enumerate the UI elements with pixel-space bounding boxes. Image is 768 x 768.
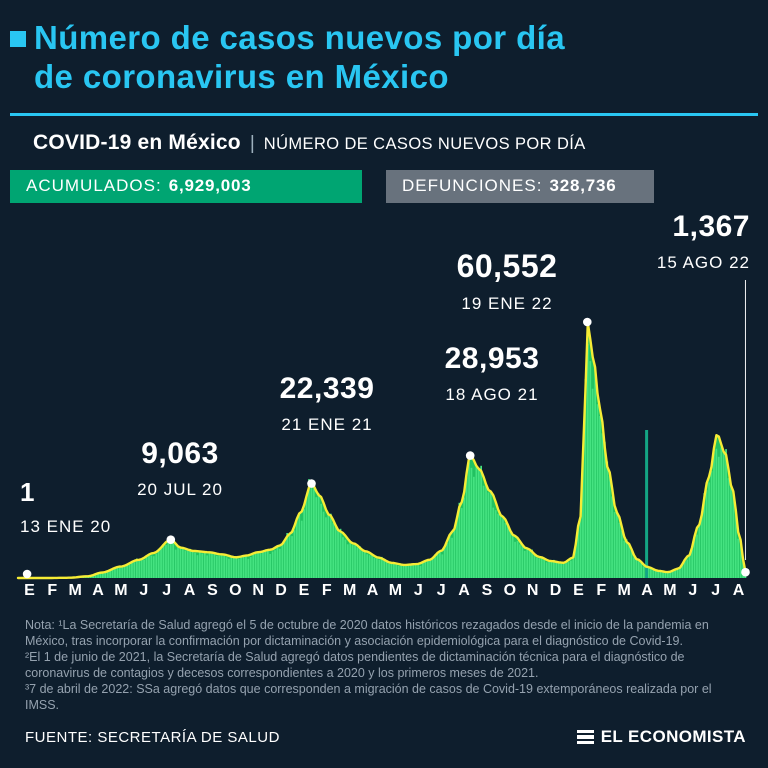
annotation-date: 21 ENE 21	[281, 415, 373, 434]
month-label: M	[114, 582, 128, 599]
badge-deaths-value: 328,736	[549, 176, 617, 195]
footnote-1: Nota: ¹La Secretaría de Salud agregó el …	[25, 618, 709, 648]
page-title-line2: de coronavirus en México	[34, 58, 449, 95]
month-label: S	[481, 582, 493, 599]
month-label: A	[366, 582, 379, 599]
kicker-title: COVID-19 en México	[33, 131, 241, 154]
month-label: F	[596, 582, 607, 599]
month-label: A	[183, 582, 196, 599]
month-label: O	[229, 582, 242, 599]
month-label: J	[711, 582, 721, 599]
footer: FUENTE: SECRETARÍA DE SALUD EL ECONOMIST…	[25, 727, 746, 747]
chart-kicker: COVID-19 en México | NÚMERO DE CASOS NUE…	[33, 131, 586, 155]
month-label: A	[641, 582, 653, 599]
month-label: E	[573, 582, 584, 599]
month-label: S	[207, 582, 218, 599]
badge-deaths: DEFUNCIONES: 328,736	[386, 170, 654, 203]
summary-badges: ACUMULADOS: 6,929,003 DEFUNCIONES: 328,736	[10, 170, 654, 203]
month-label: M	[617, 582, 631, 599]
footnote-2: ²El 1 de junio de 2021, la Secretaría de…	[25, 650, 685, 680]
annotation-date: 13 ENE 20	[20, 517, 112, 536]
month-label: N	[526, 582, 539, 599]
annotation-date: 19 ENE 22	[461, 294, 553, 313]
annotation-value: 1	[20, 477, 35, 507]
month-label: D	[549, 582, 562, 599]
title-accent-square	[10, 31, 26, 47]
annotation-date: 18 AGO 21	[445, 385, 539, 404]
annotation-date: 20 JUL 20	[137, 480, 223, 499]
annotation-date: 15 AGO 22	[656, 253, 750, 272]
month-label: F	[47, 582, 58, 599]
annotation-value: 9,063	[141, 437, 219, 470]
annotation-latest-value: 1,367 15 AGO 22	[657, 210, 750, 273]
el-economista-logo-icon	[576, 729, 594, 745]
month-label: M	[68, 582, 82, 599]
annotation-value: 22,339	[279, 372, 375, 405]
annotation-wave4-peak: 60,552 19 ENE 22	[457, 248, 558, 314]
annotation-value: 28,953	[444, 342, 540, 375]
month-label: A	[458, 582, 470, 599]
annotation-wave1-peak: 9,063 20 JUL 20	[137, 437, 223, 500]
month-label: M	[663, 582, 677, 599]
month-label: J	[139, 582, 149, 599]
month-label: D	[275, 582, 287, 599]
month-label: A	[732, 582, 745, 599]
annotation-value: 60,552	[456, 248, 558, 284]
month-label: O	[503, 582, 517, 599]
kicker-separator: |	[249, 133, 255, 154]
badge-accumulated-value: 6,929,003	[168, 176, 252, 195]
month-label: E	[298, 582, 310, 599]
month-label: M	[388, 582, 403, 599]
annotation-first-case: 1 13 ENE 20	[20, 477, 111, 537]
month-label: J	[413, 582, 423, 599]
brand-logo: EL ECONOMISTA	[576, 727, 746, 747]
month-label: J	[436, 582, 446, 599]
footnotes: Nota: ¹La Secretaría de Salud agregó el …	[25, 617, 749, 713]
brand-name: EL ECONOMISTA	[600, 727, 746, 746]
annotation-wave2-peak: 22,339 21 ENE 21	[280, 372, 375, 435]
month-label: E	[24, 582, 35, 599]
source-credit: FUENTE: SECRETARÍA DE SALUD	[25, 728, 280, 746]
month-label: A	[92, 582, 104, 599]
month-label: J	[162, 582, 172, 599]
month-label: J	[688, 582, 698, 599]
daily-cases-chart	[16, 280, 750, 580]
badge-accumulated: ACUMULADOS: 6,929,003	[10, 170, 362, 203]
page-title: Número de casos nuevos por día de corona…	[34, 18, 565, 96]
badge-accumulated-label: ACUMULADOS:	[26, 176, 162, 195]
kicker-subtitle: NÚMERO DE CASOS NUEVOS POR DÍA	[263, 135, 586, 153]
month-label: M	[343, 582, 357, 599]
annotation-value: 1,367	[672, 210, 750, 243]
month-label: N	[252, 582, 264, 599]
page-title-line1: Número de casos nuevos por día	[34, 19, 565, 56]
month-label: F	[321, 582, 332, 599]
badge-deaths-label: DEFUNCIONES:	[402, 176, 543, 195]
footnote-3: ³7 de abril de 2022: SSa agregó datos qu…	[25, 682, 712, 712]
title-divider	[10, 113, 758, 116]
annotation-wave3-peak: 28,953 18 AGO 21	[445, 342, 540, 405]
